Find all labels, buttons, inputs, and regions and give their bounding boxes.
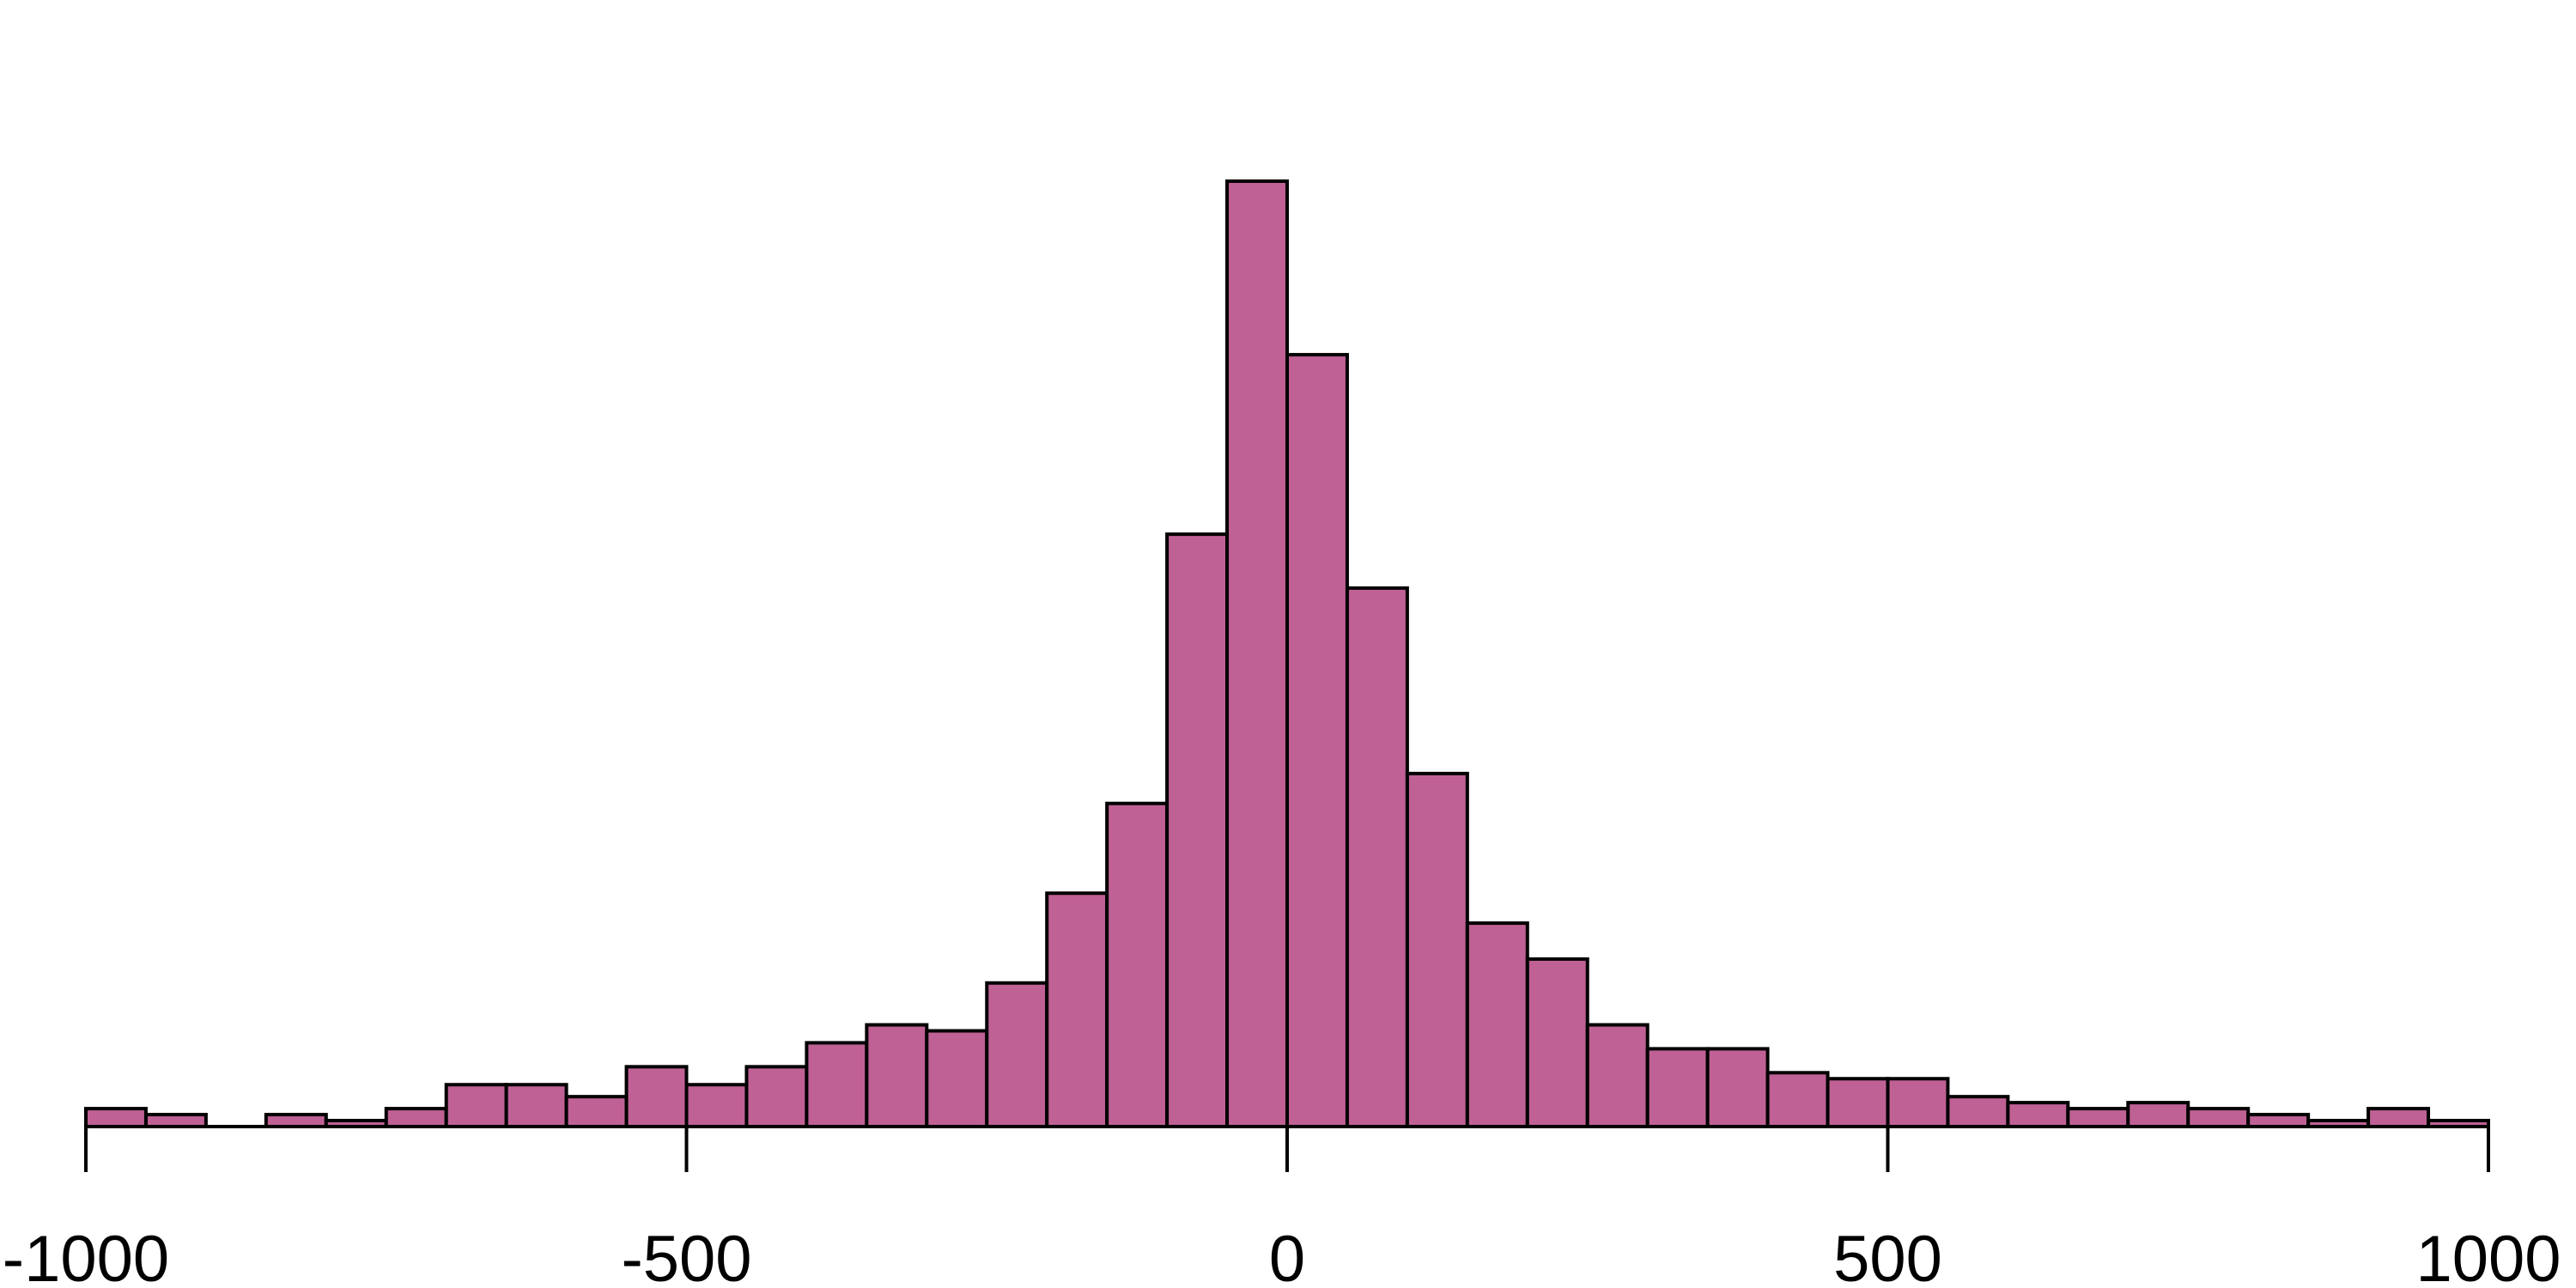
bar [1645, 1047, 1710, 1128]
bar [1345, 586, 1409, 1128]
bar [1525, 957, 1589, 1129]
bar [2186, 1107, 2251, 1129]
bar [84, 1107, 148, 1129]
bar [1225, 179, 1290, 1128]
bar [384, 1107, 448, 1129]
bar [925, 1029, 989, 1129]
bar [1285, 353, 1349, 1128]
bar [444, 1083, 508, 1129]
bar [2126, 1101, 2190, 1129]
bar [985, 981, 1049, 1129]
bar [1045, 891, 1109, 1128]
bar [564, 1095, 629, 1128]
bar [1165, 532, 1230, 1128]
bar [805, 1041, 869, 1128]
x-tick-label: -500 [621, 1223, 751, 1288]
bar [1886, 1077, 1950, 1129]
bar [744, 1065, 809, 1128]
bar [143, 1113, 208, 1128]
x-tick-label: -1000 [3, 1223, 169, 1288]
bar [1405, 771, 1469, 1128]
bar [264, 1113, 328, 1128]
x-tick-label: 500 [1833, 1223, 1942, 1288]
bar [504, 1083, 568, 1129]
bar [1765, 1071, 1830, 1128]
bar [624, 1065, 689, 1128]
bar [865, 1023, 929, 1128]
x-tick-label: 0 [1269, 1223, 1305, 1288]
bar [2366, 1107, 2431, 1129]
bar [1465, 921, 1529, 1128]
bar [1705, 1047, 1770, 1128]
bar [1105, 801, 1170, 1128]
bar [1946, 1095, 2010, 1128]
x-tick-label: 1000 [2415, 1223, 2561, 1288]
bar [1826, 1077, 1890, 1129]
bar [2066, 1107, 2130, 1129]
bar [684, 1083, 749, 1129]
bar [2246, 1113, 2311, 1128]
bar [2006, 1101, 2070, 1129]
bar [1585, 1023, 1649, 1128]
